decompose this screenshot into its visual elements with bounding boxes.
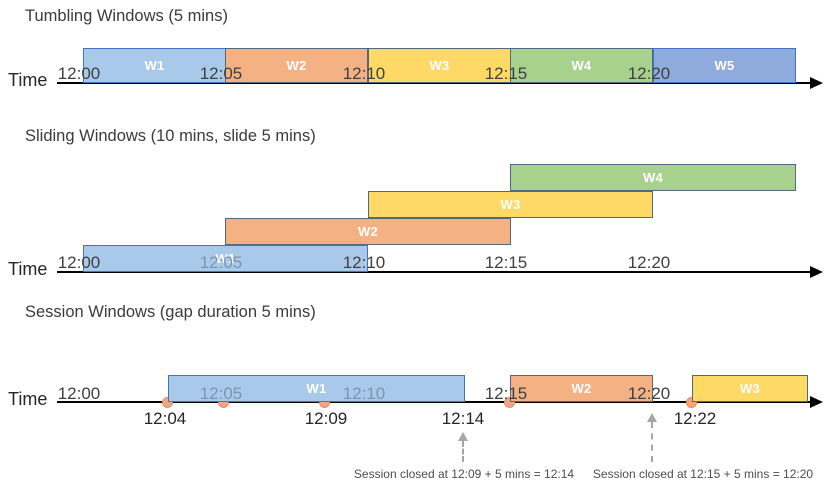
window-label: W1 xyxy=(306,381,327,396)
time-axis-line xyxy=(57,271,812,273)
tick-label: 12:00 xyxy=(57,64,101,83)
tick-label: 12:10 xyxy=(342,253,386,272)
section-title-tumbling: Tumbling Windows (5 mins) xyxy=(25,7,228,25)
tick-label: 12:20 xyxy=(627,64,671,83)
tumbling-window-w3: W3 xyxy=(368,48,511,83)
session-window-w1: W1 xyxy=(168,375,465,402)
event-dot xyxy=(504,397,515,408)
section-title-sliding: Sliding Windows (10 mins, slide 5 mins) xyxy=(25,127,316,145)
tumbling-window-w2: W2 xyxy=(225,48,368,83)
axis-arrow-icon xyxy=(810,396,823,408)
tumbling-window-w1: W1 xyxy=(83,48,226,83)
tumbling-window-w4: W4 xyxy=(510,48,653,83)
time-axis-label: Time xyxy=(8,70,48,90)
tick-label: 12:15 xyxy=(484,253,528,272)
section-title-session: Session Windows (gap duration 5 mins) xyxy=(25,303,316,321)
tick-label: 12:05 xyxy=(199,64,243,83)
axis-arrow-icon xyxy=(810,77,823,89)
tick-label: 12:10 xyxy=(342,64,386,83)
window-label: W1 xyxy=(144,58,165,73)
session-window-w3: W3 xyxy=(692,375,808,402)
session-close-arrow-icon xyxy=(647,413,657,422)
sliding-window-w3: W3 xyxy=(368,191,653,218)
event-time-label: 12:04 xyxy=(143,409,187,428)
event-dot xyxy=(162,397,173,408)
time-axis-line xyxy=(57,401,812,403)
session-window-w2: W2 xyxy=(510,375,653,402)
session-close-annotation: Session closed at 12:15 + 5 mins = 12:20 xyxy=(592,467,814,481)
tick-label: 12:05 xyxy=(199,253,243,272)
window-label: W3 xyxy=(739,381,761,396)
window-label: W2 xyxy=(286,58,307,73)
tick-label: 12:20 xyxy=(627,253,671,272)
sliding-window-w2: W2 xyxy=(225,218,511,245)
session-close-arrow-line xyxy=(651,422,653,462)
axis-arrow-icon xyxy=(810,266,823,278)
sliding-window-w1: W1 xyxy=(83,245,368,272)
window-label: W2 xyxy=(571,381,592,396)
time-axis-label: Time xyxy=(8,389,48,409)
event-time-label: 12:09 xyxy=(304,409,348,428)
event-time-label: 12:22 xyxy=(673,409,717,428)
sliding-window-w4: W4 xyxy=(510,164,796,191)
tick-label: 12:15 xyxy=(484,384,528,403)
window-label: W3 xyxy=(500,197,521,212)
window-label: W3 xyxy=(429,58,450,73)
session-close-arrow-line xyxy=(462,441,464,462)
window-label: W1 xyxy=(215,251,236,266)
tick-label: 12:00 xyxy=(57,253,101,272)
time-axis-line xyxy=(57,82,812,84)
window-label: W2 xyxy=(357,224,379,239)
tick-label: 12:20 xyxy=(627,384,671,403)
tick-label: 12:10 xyxy=(342,384,386,403)
tick-label: 12:05 xyxy=(199,384,243,403)
session-close-arrow-icon xyxy=(458,432,468,441)
time-axis-label: Time xyxy=(8,259,48,279)
tick-label: 12:00 xyxy=(57,384,101,403)
session-close-time-label: 12:14 xyxy=(441,409,485,428)
session-close-annotation: Session closed at 12:09 + 5 mins = 12:14 xyxy=(353,467,575,481)
window-label: W5 xyxy=(714,58,735,73)
window-label: W4 xyxy=(571,58,592,73)
tick-label: 12:15 xyxy=(484,64,528,83)
window-label: W4 xyxy=(642,170,664,185)
tumbling-window-w5: W5 xyxy=(653,48,796,83)
event-dot xyxy=(686,397,697,408)
